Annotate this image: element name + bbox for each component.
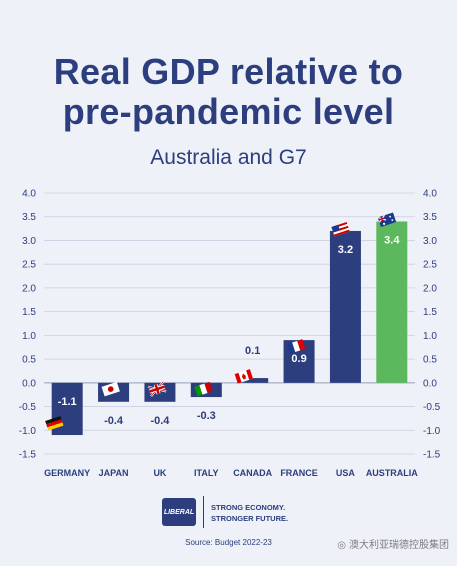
- canada-flag-icon: [234, 369, 253, 384]
- tagline: STRONG ECONOMY. STRONGER FUTURE.: [211, 502, 331, 524]
- data-label: 3.4: [384, 234, 400, 246]
- y-tick-label-right: 3.0: [423, 236, 437, 247]
- italy-flag-icon: [194, 381, 213, 397]
- y-tick-label-right: 4.0: [423, 189, 437, 200]
- x-tick-label: AUSTRALIA: [366, 468, 418, 478]
- x-tick-label: CANADA: [233, 468, 272, 478]
- data-label: 0.9: [291, 353, 306, 365]
- chart-subtitle: Australia and G7: [150, 146, 307, 169]
- x-tick-label: JAPAN: [99, 468, 129, 478]
- data-label: 0.1: [245, 345, 260, 357]
- x-tick-label: USA: [336, 468, 356, 478]
- tagline-line-1: STRONG ECONOMY.: [211, 503, 286, 512]
- watermark: ◎ 澳大利亚瑞德控股集团: [337, 536, 449, 551]
- data-label: -0.3: [197, 410, 216, 422]
- y-tick-label-right: -0.5: [423, 402, 441, 413]
- japan-flag-icon: [101, 381, 120, 397]
- germany-flag-icon: [45, 416, 64, 431]
- y-tick-label-left: 3.5: [22, 212, 36, 223]
- y-tick-label-left: 4.0: [22, 189, 36, 200]
- y-tick-label-right: -1.0: [423, 426, 441, 437]
- data-label: 3.2: [338, 244, 353, 256]
- data-label: -1.1: [58, 396, 77, 408]
- wechat-icon: ◎: [337, 540, 346, 551]
- y-tick-label-left: 1.5: [22, 307, 36, 318]
- usa-flag-icon: [331, 222, 350, 237]
- y-tick-label-left: 2.0: [22, 283, 36, 294]
- y-tick-label-right: 1.0: [423, 331, 437, 342]
- source-note: Source: Budget 2022-23: [185, 538, 272, 547]
- title-line-1: Real GDP relative to: [53, 51, 404, 92]
- watermark-text: 澳大利亚瑞德控股集团: [349, 540, 449, 551]
- y-tick-label-right: 2.0: [423, 283, 437, 294]
- bar-canada: [237, 378, 269, 383]
- france-flag-icon: [287, 339, 306, 354]
- y-tick-label-left: -1.0: [19, 426, 37, 437]
- y-tick-label-left: 2.5: [22, 260, 36, 271]
- uk-flag-icon: [147, 381, 167, 398]
- y-tick-label-right: 3.5: [423, 212, 437, 223]
- y-tick-label-right: 2.5: [423, 260, 437, 271]
- y-tick-label-left: 0.5: [22, 355, 36, 366]
- title-line-2: pre-pandemic level: [62, 91, 395, 132]
- x-tick-label: FRANCE: [280, 468, 318, 478]
- bar-usa: [329, 230, 361, 383]
- data-label: -0.4: [104, 415, 124, 427]
- y-tick-label-right: 1.5: [423, 307, 437, 318]
- y-tick-label-left: 0.0: [22, 378, 36, 389]
- y-tick-label-right: -1.5: [423, 450, 441, 461]
- tagline-line-2: STRONGER FUTURE.: [211, 514, 289, 523]
- chart-title: Real GDP relative to pre-pandemic level: [0, 52, 457, 132]
- liberal-logo: LIBERAL STRONG ECONOMY. STRONGER FUTURE.: [162, 494, 322, 530]
- y-tick-label-right: 0.5: [423, 355, 437, 366]
- y-tick-label-left: -0.5: [19, 402, 37, 413]
- y-tick-label-right: 0.0: [423, 378, 437, 389]
- data-label: -0.4: [150, 415, 170, 427]
- australia-flag-icon: [377, 212, 397, 227]
- logo-divider: [203, 496, 204, 528]
- y-tick-label-left: -1.5: [19, 450, 37, 461]
- x-tick-label: UK: [153, 468, 166, 478]
- y-tick-label-left: 1.0: [22, 331, 36, 342]
- x-tick-label: ITALY: [194, 468, 219, 478]
- bar-australia: [376, 221, 408, 383]
- liberal-logo-badge: LIBERAL: [162, 498, 196, 526]
- y-tick-label-left: 3.0: [22, 236, 36, 247]
- x-tick-label: GERMANY: [44, 468, 90, 478]
